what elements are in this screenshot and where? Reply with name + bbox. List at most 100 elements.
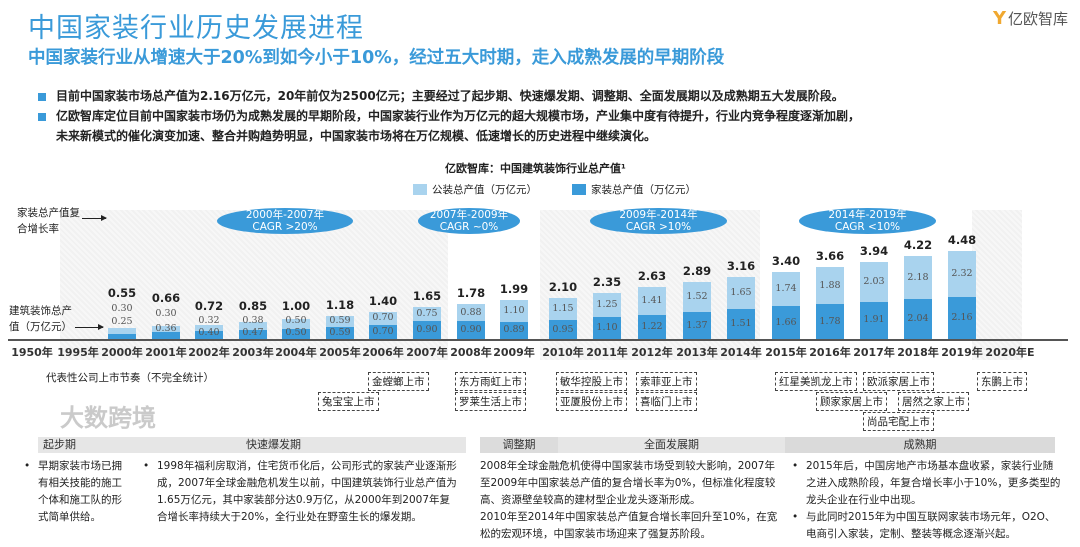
- bullet-1: 目前中国家装市场总产值为2.16万亿元，20年前仅为2500亿元；主要经过了起步…: [38, 87, 844, 104]
- bar-home: [195, 331, 223, 339]
- value-label-total: 1.99: [499, 281, 529, 296]
- x-tick-label: 2013年: [676, 346, 718, 359]
- bar-home: [457, 321, 485, 339]
- page-subtitle: 中国家装行业从增速大于20%到如今小于10%，经过五大时期，走入成熟发展的早期阶…: [28, 48, 725, 68]
- bullet-text: 目前中国家装市场总产值为2.16万亿元，20年前仅为2500亿元；主要经过了起步…: [56, 89, 844, 103]
- value-label-public: 0.32: [198, 315, 220, 326]
- bullet-text: 亿欧智库定位目前中国家装市场仍为成熟发展的早期阶段，中国家装行业作为万亿元的超大…: [56, 109, 861, 123]
- cagr-ellipse: 2014年-2019年 CAGR <10%: [799, 208, 936, 234]
- bar-home: [369, 325, 397, 339]
- value-label-home: 2.16: [951, 311, 973, 323]
- bar-home: [683, 312, 711, 339]
- arrow-right-icon: [82, 215, 107, 221]
- bar-home: [326, 327, 354, 339]
- value-label-home: 0.90: [460, 324, 482, 336]
- bar-public: [457, 304, 485, 322]
- listing-box: 尚品宅配上市: [863, 412, 934, 431]
- logo-text: 亿欧智库: [1007, 10, 1068, 28]
- bar-public: [152, 326, 180, 332]
- watermark: 大数跨境: [60, 404, 156, 432]
- listing-box: 金螳螂上市: [368, 372, 429, 391]
- value-label-public: 1.74: [775, 283, 797, 295]
- chart-title: 亿欧智库：中国建筑装饰行业总产值¹: [445, 162, 626, 175]
- cagr-ellipse: 2009年-2014年 CAGR >10%: [590, 208, 727, 234]
- listing-box: 东方雨虹上市: [455, 372, 526, 391]
- value-label-public: 2.32: [951, 267, 973, 279]
- legend-label: 家装总产值（万亿元）: [591, 184, 696, 196]
- bar-public: [195, 324, 223, 332]
- bullet-square-icon: [38, 92, 46, 101]
- bar-public: [904, 256, 932, 299]
- value-label-public: 0.38: [242, 315, 264, 326]
- phase-desc-adjust: 2008年全球金融危机使得中国家装市场受到较大影响，2007年至2009年中国家…: [480, 460, 778, 540]
- value-label-home: 1.51: [730, 318, 752, 330]
- value-label-total: 1.78: [456, 286, 486, 301]
- bar-home: [948, 296, 976, 339]
- value-label-public: 1.25: [596, 299, 618, 311]
- value-label-total: 3.16: [726, 259, 756, 274]
- bar-public: [549, 297, 577, 321]
- value-label-home: 0.36: [155, 323, 177, 334]
- listing-box: 顾家家居上市: [816, 392, 887, 411]
- phase-adjust: 调整期: [480, 437, 558, 453]
- value-label-home: 0.89: [503, 324, 525, 336]
- value-label-home: 2.04: [907, 313, 929, 324]
- listing-box: 索菲亚上市: [636, 372, 697, 391]
- x-tick-label: 2008年: [450, 346, 492, 359]
- bar-home: [593, 317, 621, 339]
- listing-box: 敏华控股上市: [556, 372, 627, 391]
- value-label-total: 0.72: [194, 299, 224, 313]
- x-axis: [8, 339, 1068, 341]
- value-label-public: 1.65: [730, 287, 752, 299]
- period-shade: [972, 210, 1022, 360]
- legend-home: 家装总产值（万亿元）: [572, 182, 696, 197]
- x-tick-label: 2003年: [232, 346, 274, 359]
- x-tick-label: 2018年: [897, 346, 939, 359]
- value-label-public: 1.88: [819, 279, 841, 291]
- bar-home: [239, 329, 267, 339]
- bar-public: [239, 322, 267, 330]
- bar-home: [549, 320, 577, 339]
- x-tick-label: 2006年: [362, 346, 404, 359]
- value-label-public: 0.50: [285, 315, 307, 326]
- value-label-home: 1.10: [596, 322, 618, 334]
- bar-public: [948, 251, 976, 297]
- value-label-total: 2.89: [682, 264, 712, 279]
- listing-box: 红星美凯龙上市: [775, 372, 857, 391]
- cagr-ellipse: 2000年-2007年 CAGR >20%: [217, 208, 353, 234]
- value-label-public: 0.30: [155, 308, 177, 319]
- page-title: 中国家装行业历史发展进程: [28, 13, 364, 44]
- value-label-total: 2.10: [548, 279, 578, 294]
- value-label-total: 0.66: [151, 291, 181, 305]
- value-label-public: 2.18: [907, 271, 929, 283]
- listing-box: 东鹏上市: [977, 372, 1027, 391]
- bar-public: [816, 267, 844, 305]
- value-label-public: 1.15: [552, 303, 574, 315]
- logo: Y 亿欧智库: [993, 8, 1068, 29]
- value-label-public: 0.88: [460, 306, 482, 318]
- value-label-total: 4.48: [947, 233, 977, 248]
- cagr-ellipse: 2007年-2009年 CAGR ~0%: [418, 208, 520, 234]
- legend-public: 公装总产值（万亿元）: [413, 182, 537, 197]
- listings-label: 代表性公司上市节奏（不完全统计）: [46, 372, 214, 384]
- phase-desc-mature: 2015年后，中国房地产市场基本盘收紧，家装行业随之进入成熟阶段，年复合增长率小…: [792, 458, 1062, 543]
- bar-home: [904, 299, 932, 339]
- x-tick-label: 2000年: [101, 346, 143, 359]
- x-tick-label: 2020年E: [985, 346, 1035, 359]
- value-label-public: 0.30: [111, 303, 133, 314]
- legend-swatch: [413, 184, 427, 195]
- listing-box: 喜临门上市: [636, 392, 697, 411]
- x-tick-label: 1995年: [57, 346, 99, 359]
- bar-public: [860, 261, 888, 302]
- value-label-total: 0.55: [107, 286, 137, 300]
- bar-chart: 1950年 1995年 2000年 0.25 0.30 0.55 2001年 0.36 0.30…: [11, 233, 1035, 359]
- value-label-home: 1.78: [819, 315, 841, 327]
- bar-home: [413, 321, 441, 339]
- value-label-total: 2.35: [592, 274, 622, 289]
- total-side-label: 建筑装饰总产 值（万亿元）: [9, 305, 72, 333]
- bar-public: [500, 299, 528, 322]
- x-tick-label: 2007年: [406, 346, 448, 359]
- bar-home: [772, 306, 800, 339]
- value-label-total: 2.63: [637, 269, 667, 284]
- listing-box: 罗莱生活上市: [455, 392, 526, 411]
